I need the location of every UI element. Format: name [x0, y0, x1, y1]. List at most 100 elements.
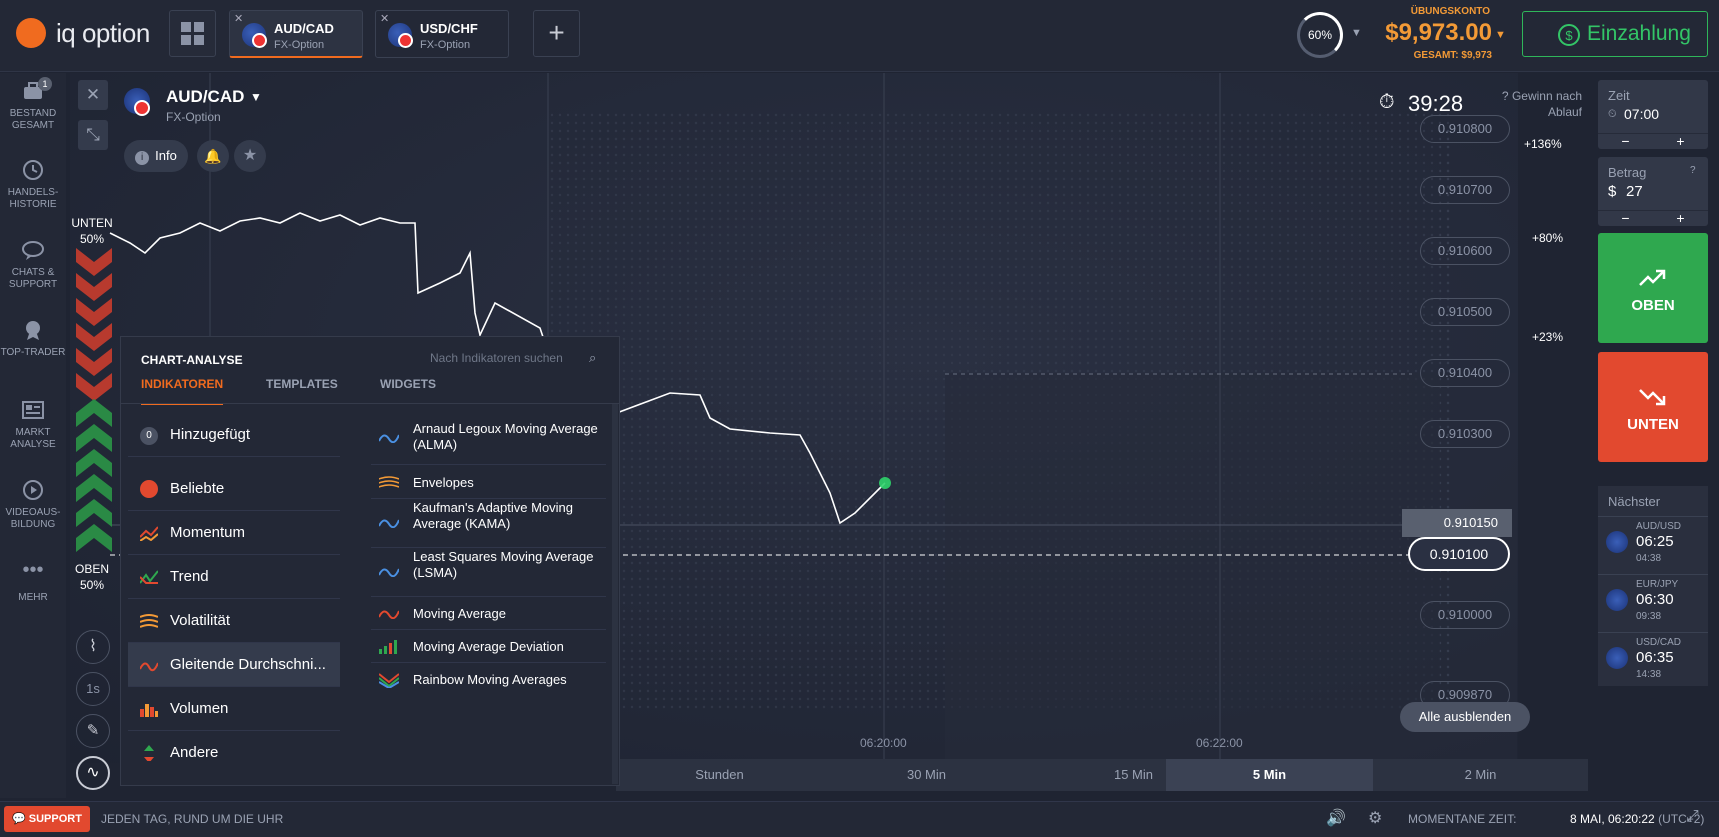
grid-icon[interactable]: [169, 10, 216, 57]
period-5-min[interactable]: 5 Min: [1166, 759, 1373, 791]
sidebar-item-label: MARKT ANALYSE: [10, 427, 56, 450]
sidebar-item-top-trader[interactable]: TOP-TRADER: [0, 319, 66, 359]
add-tab-button[interactable]: +: [533, 10, 580, 57]
category-label: Volatilität: [170, 612, 231, 629]
betrag-label: Betrag: [1608, 165, 1647, 180]
unten-button[interactable]: UNTEN: [1598, 352, 1708, 462]
tab-pair: AUD/CAD: [274, 21, 334, 36]
chevron-down-icon[interactable]: ▼: [1495, 29, 1506, 41]
sidebar-item-markt[interactable]: MARKT ANALYSE: [0, 399, 66, 451]
category-gleitende-durchschnitte[interactable]: Gleitende Durchschni...: [128, 643, 340, 687]
brand-name[interactable]: iq option: [56, 18, 150, 48]
oben-button[interactable]: OBEN: [1598, 233, 1708, 343]
bell-icon[interactable]: 🔔: [197, 140, 229, 172]
oben-label: OBEN: [1631, 297, 1675, 314]
fullscreen-icon[interactable]: ⤢: [1686, 808, 1699, 825]
zeit-minus-button[interactable]: −: [1621, 133, 1630, 149]
payout-level: +23%: [1532, 330, 1564, 344]
unten-sentiment: UNTEN 50%: [71, 216, 113, 246]
chart-type-icon[interactable]: ⌇: [76, 630, 110, 664]
flag-us-icon: [1606, 647, 1628, 669]
category-volatilitaet[interactable]: Volatilität: [128, 599, 340, 643]
tab-indikatoren[interactable]: INDIKATOREN: [141, 377, 224, 405]
panel-divider: [120, 403, 620, 404]
betrag-box[interactable]: Betrag ? $ 27 − +: [1598, 157, 1708, 226]
star-icon[interactable]: ★: [234, 140, 266, 172]
indicator-moving-average[interactable]: Moving Average: [371, 598, 606, 630]
close-tab-icon[interactable]: ✕: [234, 13, 244, 25]
category-andere[interactable]: Andere: [128, 731, 340, 775]
tab-widgets[interactable]: WIDGETS: [380, 377, 436, 391]
next-item[interactable]: AUD/USD 06:25 04:38: [1598, 516, 1708, 572]
period-2-min[interactable]: 2 Min: [1464, 767, 1497, 782]
help-icon[interactable]: ?: [1501, 89, 1509, 103]
category-hinzugefuegt[interactable]: 0 Hinzugefügt: [128, 413, 340, 457]
stopwatch-icon: ⏱: [1379, 91, 1395, 113]
left-sidebar: [0, 73, 66, 798]
sidebar-item-historie[interactable]: HANDELS-HISTORIE: [0, 159, 66, 211]
chevron-down-icon[interactable]: ▼: [250, 90, 262, 104]
sidebar-item-mehr[interactable]: ••• MEHR: [0, 560, 66, 604]
price-chart[interactable]: [70, 73, 1518, 763]
minimize-icon[interactable]: ⤡: [78, 120, 108, 150]
payout-level: +136%: [1524, 137, 1562, 151]
betrag-value[interactable]: 27: [1626, 183, 1643, 200]
oben-sentiment: OBEN 50%: [74, 562, 109, 592]
support-button[interactable]: 💬 SUPPORT: [4, 806, 90, 832]
next-item[interactable]: EUR/JPY 06:30 09:38: [1598, 574, 1708, 630]
search-icon[interactable]: ⌕: [589, 350, 597, 365]
flag-ch-icon: [398, 33, 413, 48]
zeit-plus-button[interactable]: +: [1676, 133, 1685, 149]
other-icon: [144, 745, 154, 761]
betrag-minus-button[interactable]: −: [1621, 210, 1630, 226]
asset-name[interactable]: AUD/CAD: [166, 87, 245, 106]
tab-usd-chf[interactable]: ✕ USD/CHF FX-Option: [375, 10, 509, 58]
info-button[interactable]: i Info: [124, 140, 188, 172]
period-stunden[interactable]: Stunden: [695, 767, 744, 782]
indicator-envelopes[interactable]: Envelopes: [371, 466, 606, 499]
close-chart-button[interactable]: ✕: [78, 80, 108, 110]
sidebar-item-bestand[interactable]: 1 BESTAND GESAMT: [0, 77, 66, 132]
indicator-search-input[interactable]: Nach Indikatoren suchen: [430, 351, 563, 365]
panel-scrollbar[interactable]: [612, 404, 618, 784]
indicator-kama[interactable]: Kaufman's Adaptive Moving Average (KAMA): [371, 500, 606, 548]
betrag-plus-button[interactable]: +: [1676, 210, 1685, 226]
tab-templates[interactable]: TEMPLATES: [266, 377, 338, 391]
interval-button[interactable]: 1s: [76, 672, 110, 706]
volume-icon[interactable]: 🔊: [1326, 810, 1346, 827]
time-tick: 06:20:00: [860, 736, 907, 750]
period-30-min[interactable]: 30 Min: [906, 767, 947, 782]
chat-icon: [21, 239, 45, 261]
sidebar-item-chats[interactable]: CHATS & SUPPORT: [0, 239, 66, 291]
category-trend[interactable]: Trend: [128, 555, 340, 599]
category-volumen[interactable]: Volumen: [128, 687, 340, 731]
tab-pair: USD/CHF: [420, 21, 478, 36]
zeit-label: Zeit: [1608, 88, 1630, 103]
indicator-alma[interactable]: Arnaud Legoux Moving Average (ALMA): [371, 421, 606, 465]
profit-ring[interactable]: 60%: [1297, 12, 1343, 58]
category-beliebte[interactable]: Beliebte: [128, 467, 340, 511]
deposit-button[interactable]: $ Einzahlung: [1522, 11, 1708, 57]
account-label: ÜBUNGSKONTO: [1410, 6, 1490, 17]
zeit-box[interactable]: Zeit ⏲ 07:00 − +: [1598, 80, 1708, 149]
indicator-icon: [379, 673, 399, 688]
balance[interactable]: $9,973.00: [1385, 19, 1492, 46]
category-momentum[interactable]: Momentum: [128, 511, 340, 555]
help-icon[interactable]: ?: [1690, 165, 1696, 176]
indicators-icon[interactable]: ∿: [76, 756, 110, 790]
period-15-min[interactable]: 15 Min: [1113, 767, 1154, 782]
indicator-ma-deviation[interactable]: Moving Average Deviation: [371, 631, 606, 663]
alle-ausblenden-button[interactable]: Alle ausblenden: [1400, 702, 1530, 732]
sidebar-item-video[interactable]: VIDEOAUS-BILDUNG: [0, 479, 66, 531]
price-tick: 0.910700: [1420, 176, 1510, 204]
pencil-icon[interactable]: ✎: [76, 714, 110, 748]
close-tab-icon[interactable]: ✕: [380, 13, 390, 25]
indicator-lsma[interactable]: Least Squares Moving Average (LSMA): [371, 549, 606, 597]
chevron-down-icon[interactable]: ▼: [1351, 27, 1362, 39]
zeit-value[interactable]: 07:00: [1624, 106, 1660, 122]
gear-icon[interactable]: ⚙: [1368, 810, 1383, 827]
indicator-rainbow-ma[interactable]: Rainbow Moving Averages: [371, 664, 606, 696]
next-item[interactable]: USD/CAD 06:35 14:38: [1598, 632, 1708, 688]
tab-aud-cad[interactable]: ✕ AUD/CAD FX-Option: [229, 10, 363, 58]
next-label: Nächster: [1608, 494, 1661, 509]
